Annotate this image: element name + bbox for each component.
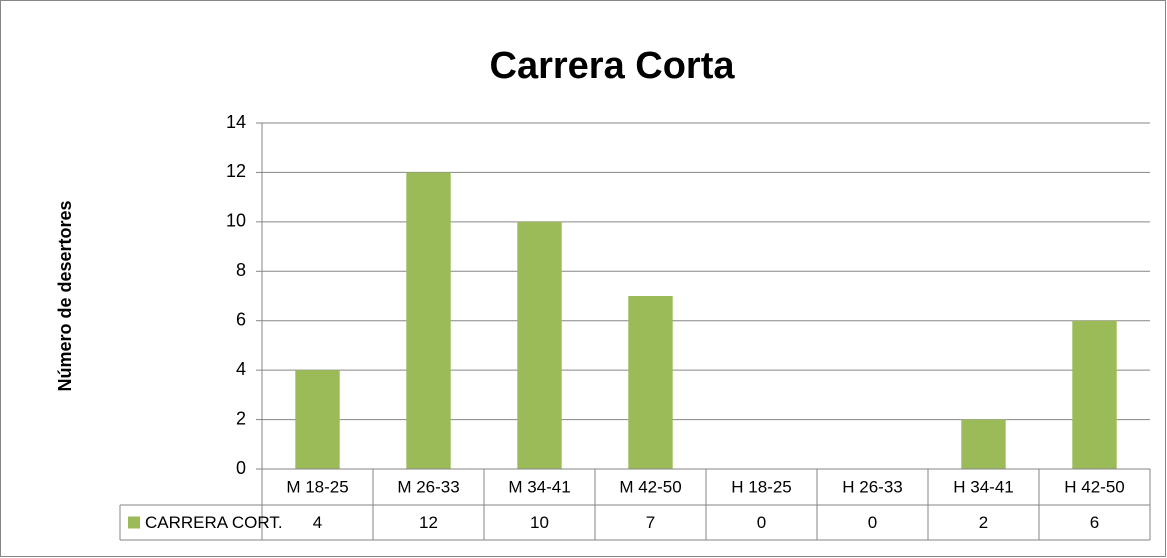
table-value: 7 [646, 513, 655, 532]
table-value: 6 [1090, 513, 1099, 532]
x-tick-label: M 42-50 [619, 477, 681, 496]
y-tick-label: 0 [236, 458, 246, 478]
table-value: 12 [419, 513, 438, 532]
y-tick-label: 6 [236, 309, 246, 329]
x-tick-label: M 18-25 [286, 477, 348, 496]
chart-title: Carrera Corta [490, 45, 736, 87]
x-tick-label: M 26-33 [397, 477, 459, 496]
y-tick-label: 2 [236, 408, 246, 428]
legend-swatch [128, 516, 140, 529]
table-value: 10 [530, 513, 549, 532]
y-tick-label: 10 [226, 211, 246, 231]
y-tick-label: 12 [226, 161, 246, 181]
y-tick-label: 4 [236, 359, 246, 379]
x-tick-label: H 42-50 [1064, 477, 1124, 496]
x-tick-label: M 34-41 [508, 477, 570, 496]
x-tick-label: H 34-41 [953, 477, 1013, 496]
y-tick-label: 14 [226, 112, 246, 132]
bar [1072, 320, 1117, 469]
table-value: 2 [979, 513, 988, 532]
bar [517, 221, 562, 469]
bar [406, 172, 451, 469]
bar [295, 370, 340, 469]
x-tick-label: H 18-25 [731, 477, 791, 496]
bar [628, 296, 673, 469]
table-value: 4 [313, 513, 322, 532]
bar [961, 419, 1006, 469]
x-tick-label: H 26-33 [842, 477, 902, 496]
y-axis-label: Número de desertores [55, 200, 75, 391]
table-value: 0 [757, 513, 766, 532]
legend-label: CARRERA CORT. [145, 513, 283, 532]
table-value: 0 [868, 513, 877, 532]
y-tick-label: 8 [236, 260, 246, 280]
